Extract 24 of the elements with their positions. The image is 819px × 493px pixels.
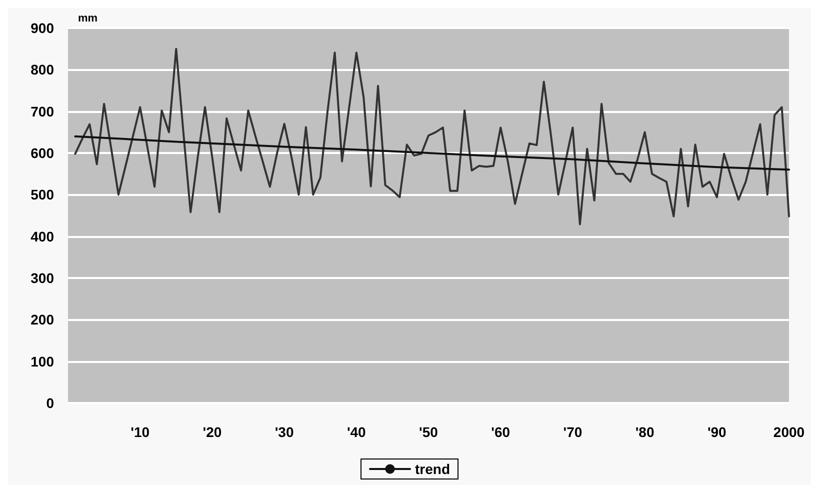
y-tick-label: 900 <box>30 20 54 36</box>
y-tick-label: 100 <box>30 353 54 370</box>
legend-label: trend <box>415 461 450 477</box>
x-tick-label: '80 <box>635 424 654 440</box>
x-tick-label: '10 <box>130 424 150 440</box>
y-tick-label: 200 <box>30 312 54 328</box>
y-tick-label: 400 <box>30 228 54 244</box>
y-tick-label: 700 <box>30 103 54 120</box>
x-tick-label: '20 <box>202 424 222 440</box>
x-tick-label: '40 <box>346 424 366 440</box>
x-tick-label: '30 <box>274 424 294 440</box>
y-tick-label: 0 <box>46 395 54 411</box>
y-axis-title: mm <box>78 12 98 24</box>
line-series <box>74 135 790 171</box>
x-tick-label: '60 <box>491 424 510 440</box>
y-tick-label: 500 <box>30 186 54 203</box>
x-tick-label: 2000 <box>773 424 805 440</box>
x-tick-label: '50 <box>419 424 438 440</box>
x-tick-label: '70 <box>563 424 582 440</box>
y-tick-label: 600 <box>30 145 54 161</box>
x-tick-label: '90 <box>707 424 727 440</box>
y-tick-label: 300 <box>30 270 54 286</box>
line-series <box>74 48 790 226</box>
y-tick-label: 800 <box>30 62 54 78</box>
